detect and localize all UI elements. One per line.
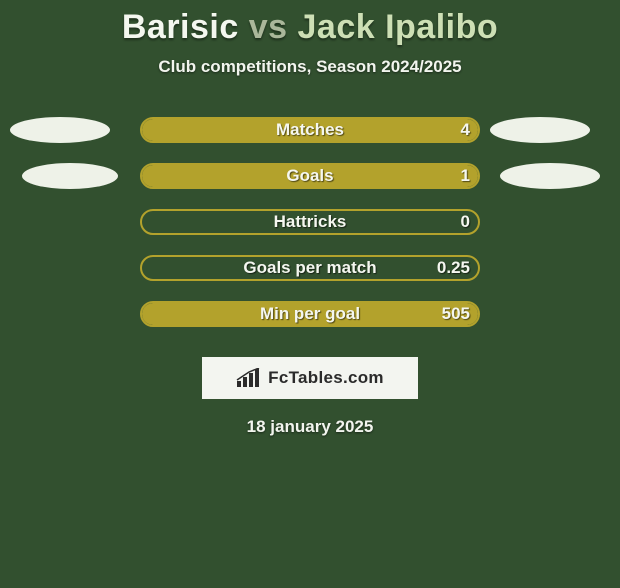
stat-row: Hattricks0 bbox=[0, 199, 620, 245]
bar-fill bbox=[142, 119, 478, 141]
bar-fill bbox=[142, 303, 478, 325]
brand-box: FcTables.com bbox=[202, 357, 418, 399]
bar-track bbox=[140, 209, 480, 235]
stat-row: Goals1 bbox=[0, 153, 620, 199]
player2-name: Jack Ipalibo bbox=[298, 8, 499, 46]
stat-row: Min per goal505 bbox=[0, 291, 620, 337]
bar-track bbox=[140, 117, 480, 143]
bar-track bbox=[140, 301, 480, 327]
side-oval-left bbox=[22, 163, 118, 189]
bar-fill bbox=[142, 165, 478, 187]
vs-text: vs bbox=[249, 8, 288, 46]
side-oval-right bbox=[500, 163, 600, 189]
player1-name: Barisic bbox=[122, 8, 239, 46]
stat-rows: Matches4Goals1Hattricks0Goals per match0… bbox=[0, 107, 620, 337]
subtitle: Club competitions, Season 2024/2025 bbox=[0, 57, 620, 77]
bar-track bbox=[140, 163, 480, 189]
date-text: 18 january 2025 bbox=[0, 417, 620, 437]
bar-chart-icon bbox=[236, 368, 262, 388]
stat-row: Matches4 bbox=[0, 107, 620, 153]
page-title: Barisic vs Jack Ipalibo bbox=[0, 8, 620, 47]
side-oval-left bbox=[10, 117, 110, 143]
brand-text: FcTables.com bbox=[268, 368, 384, 388]
side-oval-right bbox=[490, 117, 590, 143]
bar-track bbox=[140, 255, 480, 281]
stat-row: Goals per match0.25 bbox=[0, 245, 620, 291]
